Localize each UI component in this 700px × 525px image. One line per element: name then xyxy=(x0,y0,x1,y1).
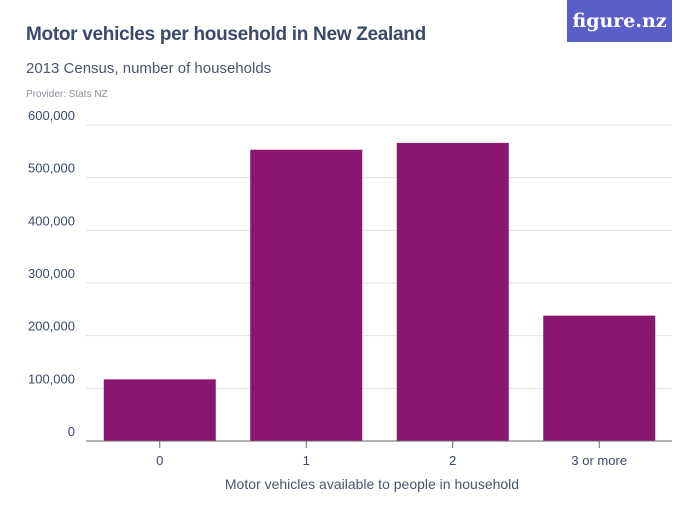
y-tick-label: 300,000 xyxy=(28,266,75,281)
y-tick-label: 400,000 xyxy=(28,213,75,228)
y-tick-label: 0 xyxy=(68,424,75,439)
y-tick-label: 500,000 xyxy=(28,161,75,176)
x-tick-label: 0 xyxy=(156,453,163,468)
x-axis-label: Motor vehicles available to people in ho… xyxy=(225,476,519,492)
bar[interactable] xyxy=(103,379,216,441)
y-tick-label: 600,000 xyxy=(28,108,75,123)
y-tick-label: 100,000 xyxy=(28,371,75,386)
bar[interactable] xyxy=(396,142,509,441)
figure-nz-logo[interactable]: figure.nz xyxy=(567,0,672,42)
y-tick-label: 200,000 xyxy=(28,319,75,334)
x-tick-label: 2 xyxy=(449,453,456,468)
x-tick-label: 3 or more xyxy=(571,453,627,468)
logo-text: figure.nz xyxy=(572,10,667,32)
bar[interactable] xyxy=(543,315,656,441)
provider-label: Provider: Stats NZ xyxy=(26,89,108,100)
x-tick-label: 1 xyxy=(303,453,310,468)
chart-subtitle: 2013 Census, number of households xyxy=(26,60,272,77)
bar[interactable] xyxy=(250,149,363,441)
chart-title: Motor vehicles per household in New Zeal… xyxy=(26,24,426,45)
